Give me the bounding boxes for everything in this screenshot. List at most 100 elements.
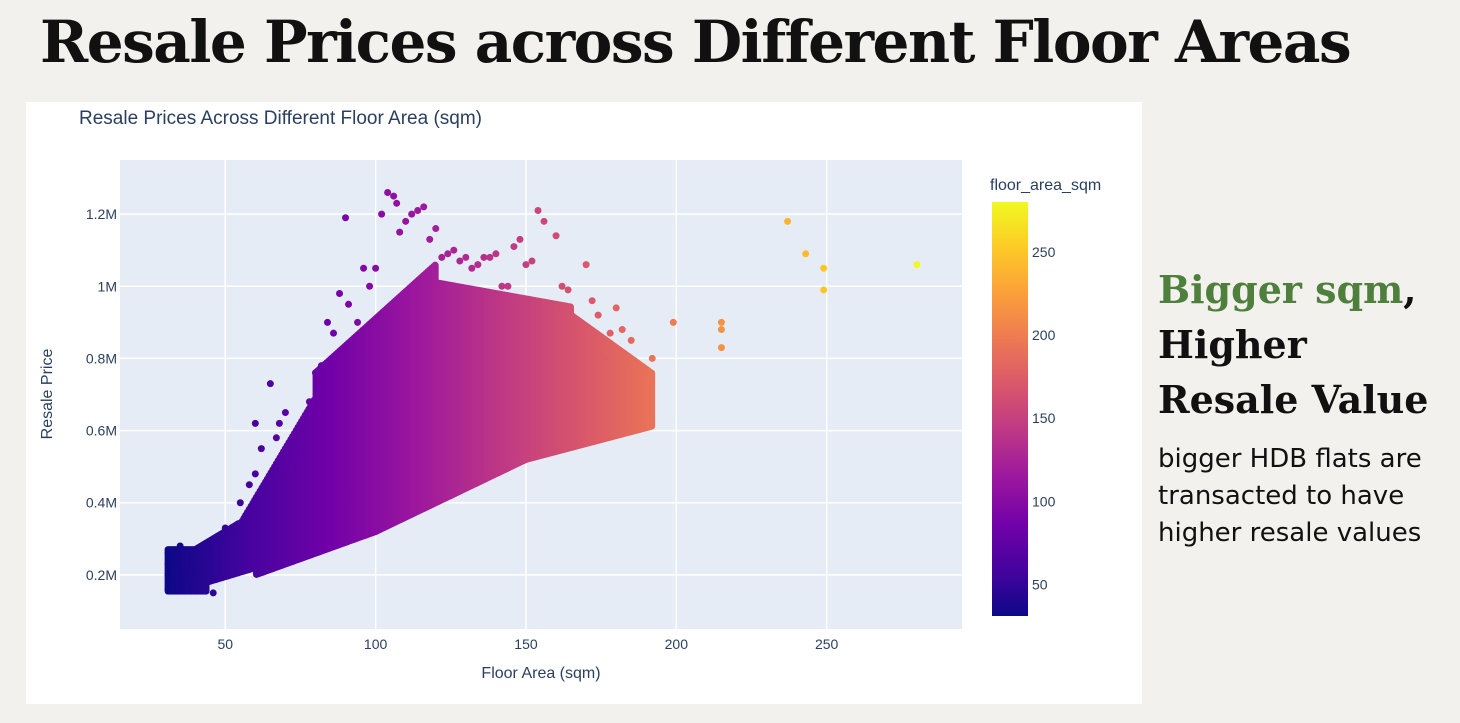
scatter-point bbox=[360, 264, 368, 272]
takeaway-panel: Bigger sqm, Higher Resale Value bigger H… bbox=[1158, 262, 1453, 552]
scatter-point bbox=[402, 217, 410, 225]
scatter-point bbox=[450, 246, 458, 254]
scatter-point bbox=[209, 589, 217, 597]
scatter-point bbox=[438, 253, 446, 261]
scatter-point bbox=[516, 235, 524, 243]
scatter-point bbox=[206, 553, 214, 561]
scatter-point bbox=[492, 250, 500, 258]
scatter-point bbox=[390, 192, 398, 200]
x-tick-label: 100 bbox=[364, 636, 388, 652]
takeaway-headline-accent: Bigger sqm bbox=[1158, 267, 1404, 312]
scatter-point bbox=[669, 318, 677, 326]
scatter-point bbox=[717, 344, 725, 352]
scatter-point bbox=[456, 257, 464, 265]
scatter-point bbox=[510, 243, 518, 251]
scatter-point bbox=[203, 546, 211, 554]
scatter-point bbox=[546, 300, 554, 308]
scatter-point bbox=[393, 199, 401, 207]
scatter-point bbox=[522, 261, 530, 269]
x-tick-label: 250 bbox=[815, 636, 839, 652]
scatter-point bbox=[251, 419, 259, 427]
scatter-point bbox=[323, 318, 331, 326]
scatter-point bbox=[372, 264, 380, 272]
scatter-point bbox=[164, 571, 172, 579]
colorbar bbox=[992, 202, 1028, 616]
x-tick-label: 200 bbox=[665, 636, 689, 652]
y-tick-label: 1.2M bbox=[86, 206, 117, 222]
slide-title: Resale Prices across Different Floor Are… bbox=[40, 8, 1352, 76]
scatter-point bbox=[317, 362, 325, 370]
scatter-point bbox=[564, 286, 572, 294]
scatter-point bbox=[227, 528, 235, 536]
scatter-point bbox=[642, 369, 650, 377]
scatter-point bbox=[215, 535, 223, 543]
scatter-point bbox=[784, 217, 792, 225]
scatter-cloud bbox=[164, 261, 656, 595]
scatter-point bbox=[251, 470, 259, 478]
scatter-point bbox=[290, 445, 298, 453]
scatter-point bbox=[275, 419, 283, 427]
takeaway-headline: Bigger sqm, Higher Resale Value bbox=[1158, 262, 1453, 427]
scatter-point bbox=[432, 225, 440, 233]
colorbar-ticks: 50 100 150 200 250 bbox=[1032, 244, 1056, 593]
takeaway-body: bigger HDB flats are transacted to have … bbox=[1158, 444, 1422, 548]
scatter-point bbox=[164, 560, 172, 568]
y-tick-label: 0.4M bbox=[86, 495, 117, 511]
scatter-point bbox=[164, 549, 172, 557]
scatter-point bbox=[305, 398, 313, 406]
scatter-point bbox=[408, 210, 416, 218]
scatter-point bbox=[594, 311, 602, 319]
scatter-point bbox=[444, 250, 452, 258]
scatter-point bbox=[648, 354, 656, 362]
scatter-point bbox=[414, 207, 422, 215]
scatter-point bbox=[913, 261, 921, 269]
scatter-point bbox=[504, 282, 512, 290]
scatter-point bbox=[266, 535, 274, 543]
y-axis-label: Resale Price bbox=[39, 349, 56, 440]
scatter-point bbox=[802, 250, 810, 258]
y-tick-label: 0.2M bbox=[86, 567, 117, 583]
scatter-point bbox=[588, 297, 596, 305]
scatter-point bbox=[498, 282, 506, 290]
scatter-point bbox=[348, 492, 356, 500]
scatter-point bbox=[570, 322, 578, 330]
colorbar-tick-label: 150 bbox=[1032, 410, 1056, 426]
scatter-point bbox=[540, 217, 548, 225]
scatter-point bbox=[486, 253, 494, 261]
scatter-point bbox=[354, 318, 362, 326]
y-tick-label: 1M bbox=[98, 278, 117, 294]
scatter-point bbox=[600, 354, 608, 362]
scatter-point bbox=[480, 253, 488, 261]
x-axis-label: Floor Area (sqm) bbox=[481, 665, 600, 682]
scatter-point bbox=[420, 203, 428, 211]
scatter-point bbox=[311, 369, 319, 377]
scatter-point bbox=[468, 264, 476, 272]
scatter-point bbox=[170, 556, 178, 564]
scatter-point bbox=[582, 261, 590, 269]
scatter-point bbox=[636, 369, 644, 377]
scatter-point bbox=[606, 329, 614, 337]
scatter-point bbox=[612, 304, 620, 312]
x-tick-label: 50 bbox=[217, 636, 233, 652]
x-axis-ticks: 50 100 150 200 250 bbox=[217, 636, 838, 652]
scatter-chart: Resale Prices Across Different Floor Are… bbox=[39, 108, 1101, 682]
x-tick-label: 150 bbox=[514, 636, 538, 652]
y-tick-label: 0.8M bbox=[86, 350, 117, 366]
takeaway-headline-rest: , Higher Resale Value bbox=[1158, 267, 1429, 422]
scatter-point bbox=[558, 282, 566, 290]
scatter-point bbox=[245, 481, 253, 489]
y-tick-label: 0.6M bbox=[86, 423, 117, 439]
scatter-point bbox=[552, 232, 560, 240]
scatter-point bbox=[384, 188, 392, 196]
chart-title: Resale Prices Across Different Floor Are… bbox=[79, 108, 482, 129]
colorbar-tick-label: 200 bbox=[1032, 327, 1056, 343]
scatter-point bbox=[618, 326, 626, 334]
colorbar-tick-label: 50 bbox=[1032, 576, 1048, 592]
scatter-point bbox=[345, 300, 353, 308]
scatter-point bbox=[336, 289, 344, 297]
scatter-point bbox=[342, 214, 350, 222]
scatter-point bbox=[820, 264, 828, 272]
scatter-point bbox=[627, 336, 635, 344]
scatter-point bbox=[426, 235, 434, 243]
scatter-point bbox=[191, 567, 199, 575]
